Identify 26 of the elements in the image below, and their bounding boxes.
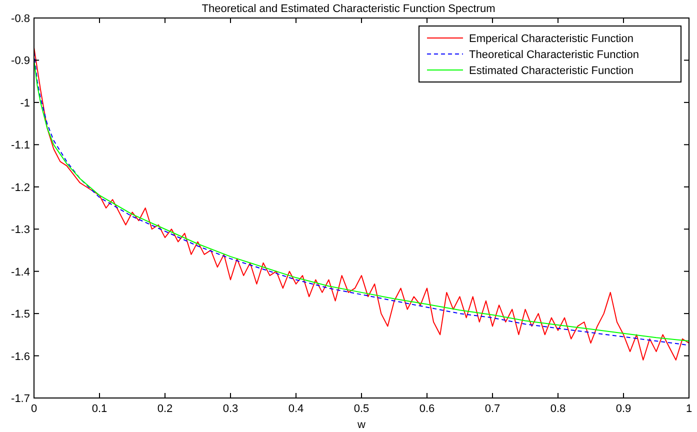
y-tick-label: -1.6: [11, 350, 30, 363]
x-tick-label: 0.1: [92, 403, 108, 415]
y-tick-label: -0.8: [11, 13, 30, 25]
x-tick-label: 0.5: [354, 403, 370, 415]
x-tick-label: 0.2: [157, 403, 173, 415]
legend-label: Emperical Characteristic Function: [469, 33, 634, 45]
x-tick-label: 0.6: [419, 403, 435, 415]
chart-title: Theoretical and Estimated Characteristic Function Spectrum: [202, 3, 496, 15]
y-tick-label: -1: [20, 97, 30, 110]
x-axis-title: w: [356, 419, 366, 431]
x-tick-label: 0.3: [222, 403, 238, 415]
y-tick-label: -0.9: [11, 55, 30, 68]
legend-label: Theoretical Characteristic Function: [469, 49, 639, 61]
x-tick-label: 1: [686, 403, 692, 415]
y-tick-label: -1.5: [11, 308, 30, 321]
x-tick-label: 0.9: [616, 403, 632, 415]
legend-label: Estimated Characteristic Function: [469, 65, 634, 77]
y-tick-label: -1.3: [11, 224, 30, 236]
y-tick-label: -1.7: [11, 393, 30, 405]
y-tick-label: -1.2: [11, 182, 30, 194]
y-tick-label: -1.4: [11, 266, 30, 278]
x-tick-label: 0.8: [550, 403, 566, 415]
x-tick-label: 0: [30, 403, 38, 415]
y-tick-label: -1.1: [11, 140, 30, 152]
x-tick-label: 0.7: [484, 403, 500, 415]
x-tick-label: 0.4: [288, 403, 304, 415]
